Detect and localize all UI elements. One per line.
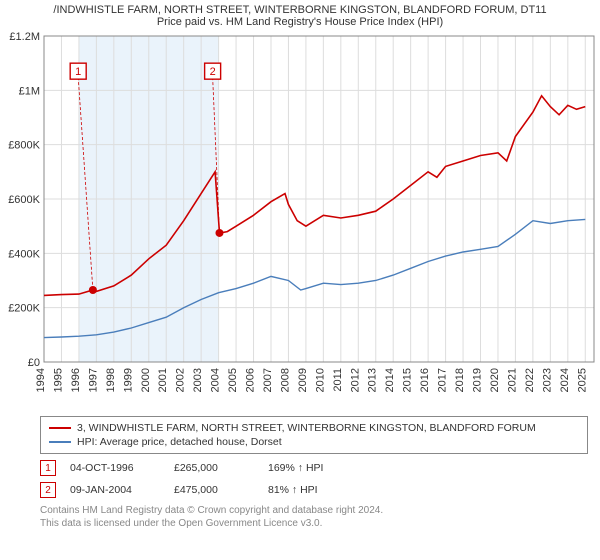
sale-price: £475,000 (174, 484, 254, 496)
svg-text:2008: 2008 (279, 368, 291, 392)
svg-text:2005: 2005 (227, 368, 239, 392)
svg-text:2018: 2018 (454, 368, 466, 392)
footer: Contains HM Land Registry data © Crown c… (40, 504, 588, 530)
svg-text:2000: 2000 (140, 368, 152, 392)
svg-text:2014: 2014 (384, 368, 396, 392)
svg-text:2017: 2017 (437, 368, 449, 392)
sale-date: 09-JAN-2004 (70, 484, 160, 496)
svg-text:2016: 2016 (419, 368, 431, 392)
svg-text:2021: 2021 (506, 368, 518, 392)
sale-row: 1 04-OCT-1996 £265,000 169% ↑ HPI (40, 460, 588, 476)
sale-delta: 81% ↑ HPI (268, 484, 318, 496)
svg-text:2012: 2012 (349, 368, 361, 392)
svg-text:2002: 2002 (175, 368, 187, 392)
svg-text:2006: 2006 (245, 368, 257, 392)
sale-delta: 169% ↑ HPI (268, 462, 323, 474)
svg-text:2004: 2004 (210, 368, 222, 392)
svg-text:2001: 2001 (157, 368, 169, 392)
svg-text:1996: 1996 (70, 368, 82, 392)
footer-line: This data is licensed under the Open Gov… (40, 517, 588, 530)
svg-text:2013: 2013 (367, 368, 379, 392)
svg-text:1998: 1998 (105, 368, 117, 392)
legend-label: 3, WINDWHISTLE FARM, NORTH STREET, WINTE… (77, 422, 536, 434)
svg-text:£0: £0 (28, 357, 40, 369)
svg-text:1997: 1997 (87, 368, 99, 392)
svg-text:2025: 2025 (576, 368, 588, 392)
svg-text:£200K: £200K (8, 303, 40, 315)
svg-text:1999: 1999 (122, 368, 134, 392)
legend-swatch (49, 427, 71, 429)
title-sub: Price paid vs. HM Land Registry's House … (0, 16, 600, 30)
svg-text:£600K: £600K (8, 194, 40, 206)
svg-text:2011: 2011 (332, 368, 344, 392)
title-main: /INDWHISTLE FARM, NORTH STREET, WINTERBO… (0, 0, 600, 16)
price-chart: £0 £200K £400K £600K £800K £1M £1.2M 1994 1995 19… (0, 30, 600, 410)
sale-date: 04-OCT-1996 (70, 462, 160, 474)
svg-text:£1.2M: £1.2M (9, 31, 40, 43)
svg-text:£400K: £400K (8, 248, 40, 260)
svg-text:2010: 2010 (314, 368, 326, 392)
svg-text:2024: 2024 (559, 368, 571, 392)
svg-text:2007: 2007 (262, 368, 274, 392)
svg-text:2015: 2015 (402, 368, 414, 392)
legend-swatch (49, 441, 71, 443)
svg-text:£800K: £800K (8, 140, 40, 152)
svg-text:2003: 2003 (192, 368, 204, 392)
legend-item: HPI: Average price, detached house, Dors… (49, 435, 579, 449)
legend: 3, WINDWHISTLE FARM, NORTH STREET, WINTE… (40, 416, 588, 454)
sale-marker-icon: 2 (40, 482, 56, 498)
footer-line: Contains HM Land Registry data © Crown c… (40, 504, 588, 517)
legend-label: HPI: Average price, detached house, Dors… (77, 436, 282, 448)
svg-text:2009: 2009 (297, 368, 309, 392)
svg-text:2019: 2019 (472, 368, 484, 392)
sale-price: £265,000 (174, 462, 254, 474)
chart-area: £0 £200K £400K £600K £800K £1M £1.2M 1994 1995 19… (0, 30, 600, 410)
svg-text:1994: 1994 (35, 368, 47, 392)
svg-text:2020: 2020 (489, 368, 501, 392)
legend-item: 3, WINDWHISTLE FARM, NORTH STREET, WINTE… (49, 421, 579, 435)
svg-text:2: 2 (210, 66, 216, 78)
svg-text:£1M: £1M (19, 85, 40, 97)
svg-text:2023: 2023 (541, 368, 553, 392)
sale-row: 2 09-JAN-2004 £475,000 81% ↑ HPI (40, 482, 588, 498)
svg-text:1995: 1995 (52, 368, 64, 392)
sale-marker-icon: 1 (40, 460, 56, 476)
svg-text:1: 1 (75, 66, 81, 78)
svg-text:2022: 2022 (524, 368, 536, 392)
